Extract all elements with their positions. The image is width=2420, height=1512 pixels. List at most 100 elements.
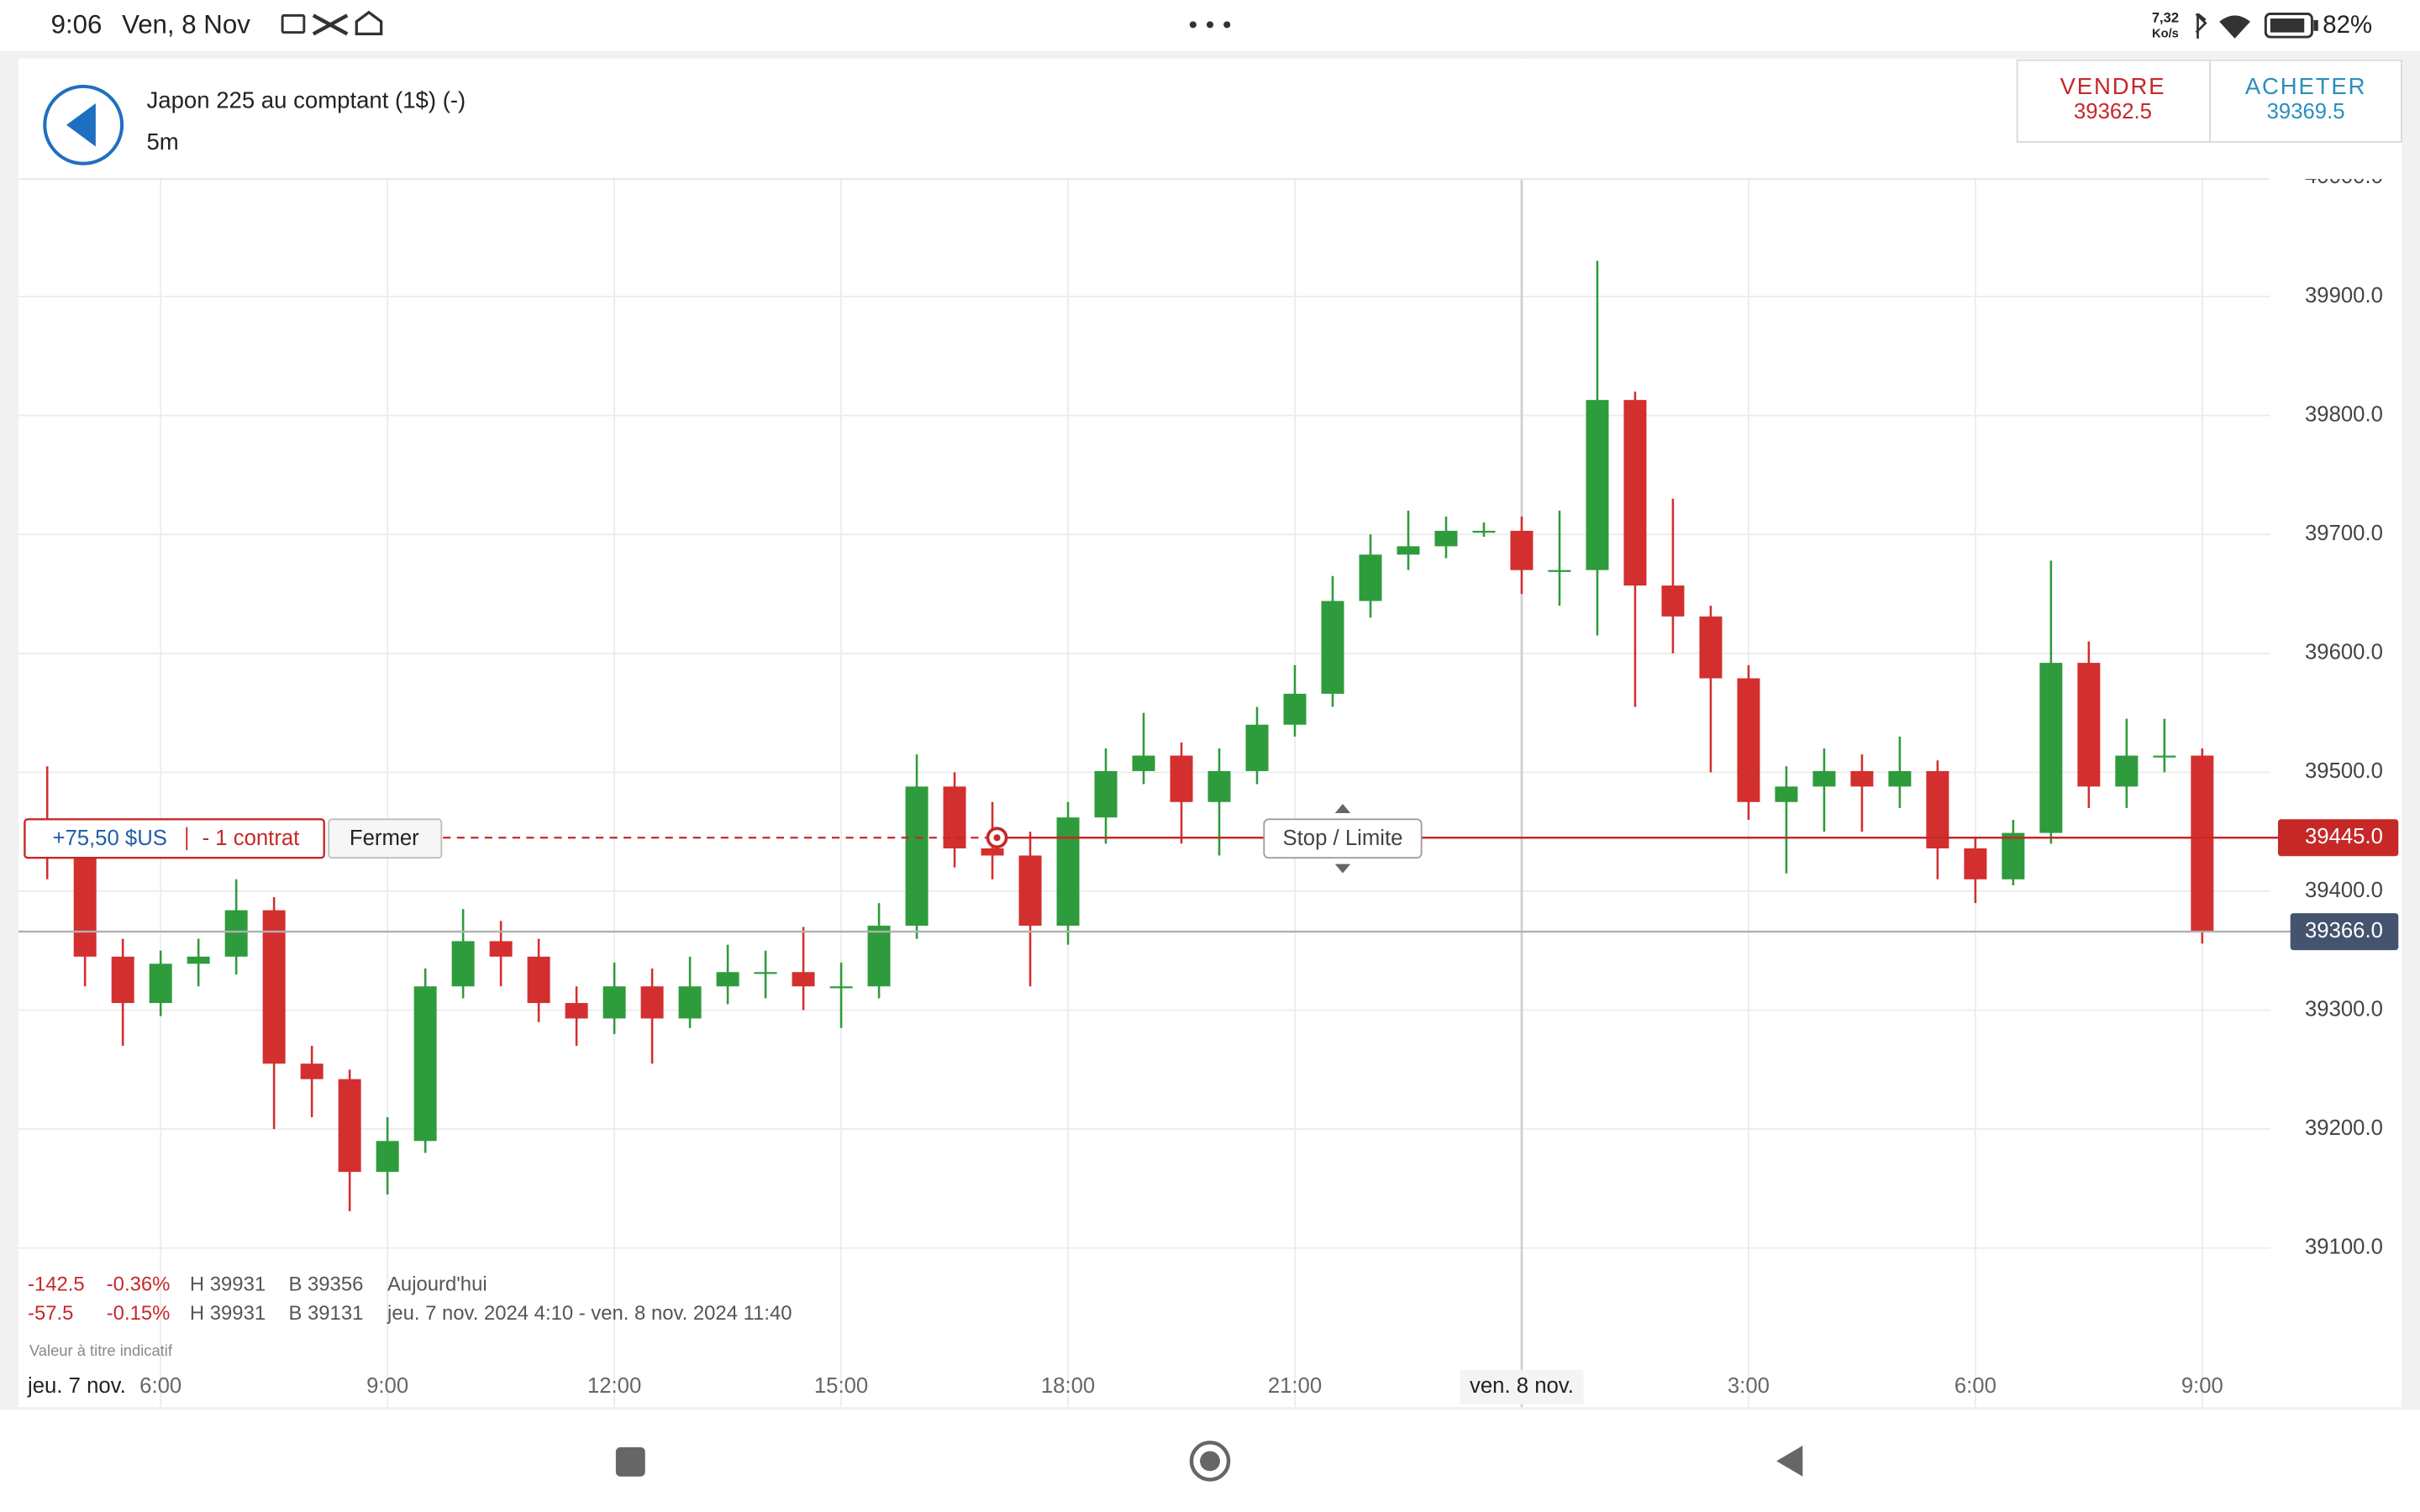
candles [35, 260, 2214, 1211]
date-label-bg [1460, 1370, 1584, 1404]
candle-body [1737, 678, 1760, 802]
candle-body [527, 956, 550, 1004]
candle-body [1434, 530, 1458, 547]
chart-panel [18, 58, 2402, 1408]
start-date-label: jeu. 7 nov. [27, 1374, 126, 1398]
x-tick-label: 6:00 [139, 1374, 182, 1398]
candle-body [565, 1003, 588, 1019]
x-tick-label: 18:00 [1041, 1374, 1095, 1398]
y-tick-label: 39900.0 [2305, 284, 2383, 307]
y-tick-label: 39800.0 [2305, 402, 2383, 426]
stop-limit-button[interactable]: Stop / Limite [1263, 803, 1423, 874]
position-size: - 1 contrat [203, 827, 300, 850]
candle-body [1586, 400, 1609, 570]
candle-body [489, 941, 513, 957]
candle-body [1623, 400, 1647, 586]
status-speed: 7,32 [2152, 9, 2179, 25]
nav-recent[interactable] [615, 1446, 645, 1477]
status-icons [281, 10, 2318, 39]
candle-body [187, 956, 210, 964]
candle-body [1888, 770, 1912, 787]
candle-body [1397, 546, 1420, 555]
candle-body [829, 986, 853, 989]
candle-body [149, 963, 172, 1004]
candle-body [678, 986, 702, 1019]
y-tick-label: 39200.0 [2305, 1116, 2383, 1140]
stat-value: -0.15% [107, 1302, 171, 1325]
candle-body [1775, 786, 1798, 802]
stop-limit-label: Stop / Limite [1283, 827, 1403, 850]
sell-label: VENDRE [2060, 73, 2166, 99]
candle-body [602, 986, 626, 1019]
y-tick-label: 39500.0 [2305, 759, 2383, 783]
candle-body [981, 848, 1004, 856]
stat-value: -0.36% [107, 1273, 171, 1295]
candle-body [1207, 770, 1231, 802]
stat-value: H 39931 [190, 1273, 266, 1295]
candle-body [224, 910, 248, 957]
nav-home[interactable] [1189, 1441, 1231, 1482]
stat-value: B 39131 [288, 1302, 363, 1325]
candle-body [1850, 770, 1874, 787]
price-lines: 39445.0 39366.0 [18, 819, 2399, 951]
y-tick-label: 39300.0 [2305, 997, 2383, 1021]
status-battery: 82% [2323, 11, 2372, 39]
candle-body [792, 972, 815, 987]
status-time: 9:06 [51, 9, 103, 39]
status-speed-unit: Ko/s [2152, 27, 2179, 40]
x-tick-label: ven. 8 nov. [1470, 1374, 1574, 1398]
position-pnl: +75,50 $US [52, 827, 166, 850]
start-date-bg [18, 1370, 139, 1404]
y-tick-label: 39700.0 [2305, 522, 2383, 545]
candle-body [338, 1079, 361, 1173]
x-tick-label: 6:00 [1954, 1374, 1996, 1398]
candle-body [1283, 693, 1307, 725]
candle-body [754, 972, 777, 974]
candle-body [1018, 855, 1042, 927]
candle-body [1170, 755, 1193, 802]
candle-body [1548, 570, 1571, 572]
candle-body [1812, 770, 1836, 787]
position-tag[interactable]: +75,50 $US - 1 contrat [24, 818, 325, 859]
candle-body [1132, 755, 1155, 771]
candle-body [1056, 817, 1080, 927]
candle-body [1359, 554, 1382, 601]
candle-body [300, 1063, 324, 1079]
sell-button[interactable]: VENDRE 39362.5 [2016, 59, 2212, 143]
entry-marker-dot [993, 834, 1001, 842]
candle-body [73, 855, 97, 957]
candle-body [1699, 616, 1723, 679]
stat-value: H 39931 [190, 1302, 266, 1325]
nav-back[interactable] [1776, 1446, 1803, 1477]
y-tick-label: 39100.0 [2305, 1236, 2383, 1259]
header-panel [18, 58, 2402, 180]
candle-body [111, 956, 134, 1004]
candle-body [2115, 755, 2139, 787]
x-tick-label: 3:00 [1728, 1374, 1770, 1398]
back-button[interactable] [43, 84, 124, 165]
candle-body [2039, 663, 2063, 833]
price-label: 39366.0 [2305, 919, 2383, 942]
stat-value: jeu. 7 nov. 2024 4:10 - ven. 8 nov. 2024… [387, 1302, 792, 1325]
candle-body [262, 910, 286, 1064]
candle-body [2077, 663, 2101, 787]
candle-body [905, 786, 929, 927]
candle-body [1926, 770, 1949, 848]
interval[interactable]: 5m [146, 129, 178, 155]
buy-button[interactable]: ACHETER 39369.5 [2209, 59, 2402, 143]
stat-value: -57.5 [28, 1302, 73, 1325]
buy-label: ACHETER [2245, 73, 2367, 99]
close-position-button[interactable]: Fermer [328, 818, 443, 859]
candle-body [2002, 832, 2025, 879]
candle-body [1964, 848, 1987, 879]
y-tick-label: 39400.0 [2305, 879, 2383, 902]
x-tick-label: 9:00 [366, 1374, 408, 1398]
candle-body [1245, 724, 1269, 771]
close-label: Fermer [350, 827, 419, 850]
stat-value: B 39356 [288, 1273, 363, 1295]
stat-value: Aujourd'hui [387, 1273, 487, 1295]
price-label-bg [2290, 913, 2399, 951]
